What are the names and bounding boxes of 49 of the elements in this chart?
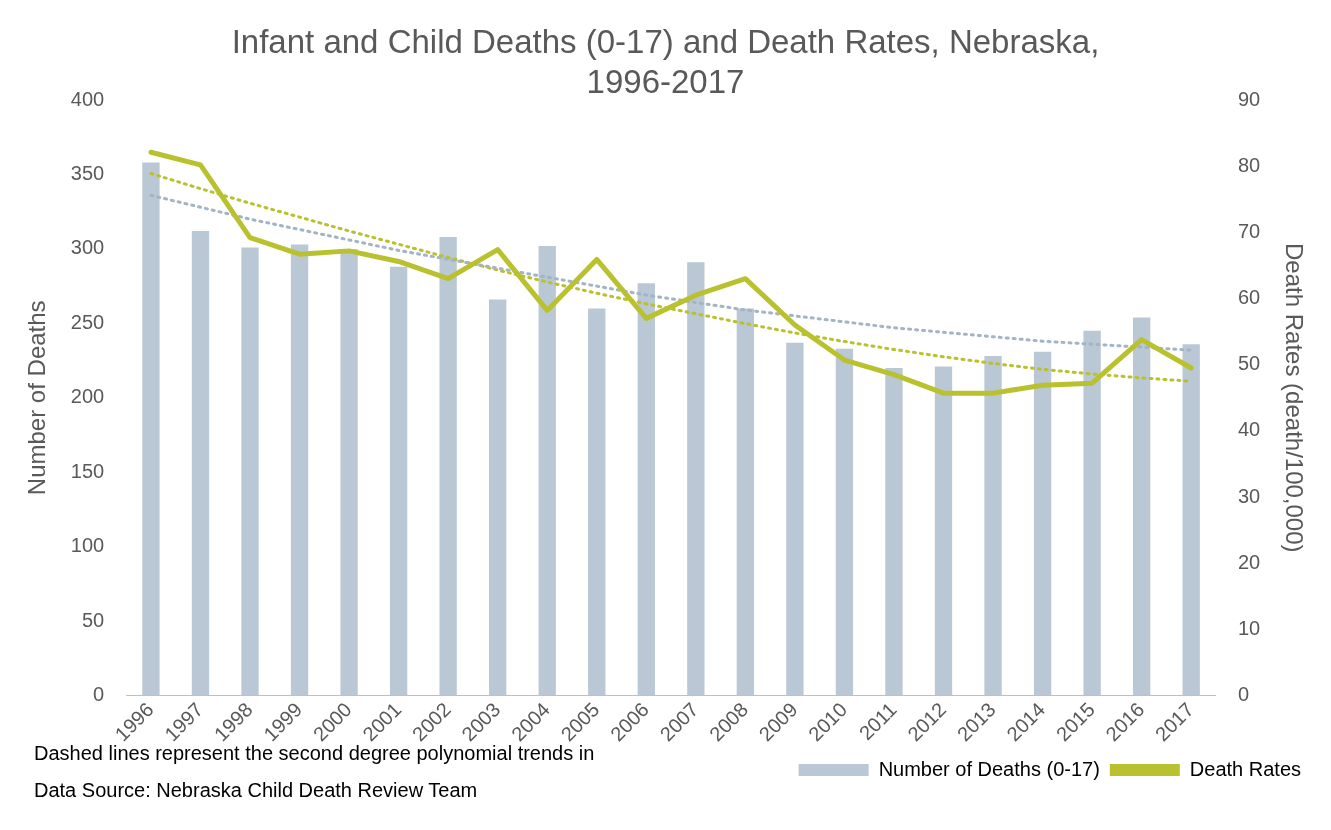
legend-label: Death Rates — [1189, 757, 1301, 780]
bar — [786, 342, 804, 696]
bar — [637, 283, 655, 696]
bar — [340, 248, 358, 696]
bar — [538, 245, 556, 696]
y-tick-label: 250 — [70, 310, 105, 333]
y-tick-label: 200 — [70, 385, 105, 408]
y-axis-title: Number of Deaths — [23, 300, 51, 496]
y2-tick-label: 0 — [1237, 683, 1250, 706]
bar — [389, 266, 408, 696]
y-tick-label: 300 — [70, 236, 105, 259]
legend-label: Number of Deaths (0-17) — [878, 757, 1100, 780]
bar — [934, 366, 953, 696]
bar — [736, 308, 755, 696]
bar — [1182, 344, 1200, 696]
bar — [885, 368, 903, 696]
bar — [489, 299, 507, 696]
line-series — [149, 193, 1193, 352]
y-tick-label: 50 — [81, 608, 105, 631]
bar — [191, 231, 210, 696]
bar — [1132, 317, 1151, 696]
y2-tick-label: 50 — [1237, 352, 1261, 375]
bar — [835, 348, 854, 696]
bar — [588, 308, 606, 696]
y2-tick-label: 20 — [1237, 550, 1261, 573]
y-tick-label: 150 — [70, 459, 105, 482]
y2-tick-label: 60 — [1237, 286, 1261, 309]
bar — [439, 236, 457, 696]
bar — [241, 247, 259, 696]
y2-tick-label: 70 — [1237, 219, 1261, 242]
y2-tick-label: 10 — [1237, 616, 1261, 639]
bar — [142, 162, 160, 696]
y-tick-label: 400 — [70, 87, 105, 110]
bar — [290, 244, 309, 696]
y-tick-label: 100 — [70, 534, 105, 557]
y-tick-label: 0 — [93, 683, 105, 706]
text: Dashed lines represent the second degree polynomial trends in — [34, 742, 595, 765]
bar — [1083, 330, 1101, 696]
y2-tick-label: 80 — [1237, 153, 1261, 176]
y-tick-label: 350 — [70, 161, 105, 184]
y2-tick-label: 30 — [1237, 484, 1261, 507]
y2-axis-title: Death Rates (death/100,000) — [1280, 243, 1308, 553]
y2-tick-label: 40 — [1237, 418, 1261, 441]
bar — [984, 356, 1002, 696]
source-note: Data Source: Nebraska Child Death Review Team — [34, 779, 479, 802]
y2-tick-label: 90 — [1237, 87, 1261, 110]
bar — [687, 262, 705, 696]
bar — [1033, 351, 1052, 696]
chart-title: Infant and Child Deaths (0-17) and Death Rates, Nebraska, 1996-2017 — [230, 22, 1101, 102]
